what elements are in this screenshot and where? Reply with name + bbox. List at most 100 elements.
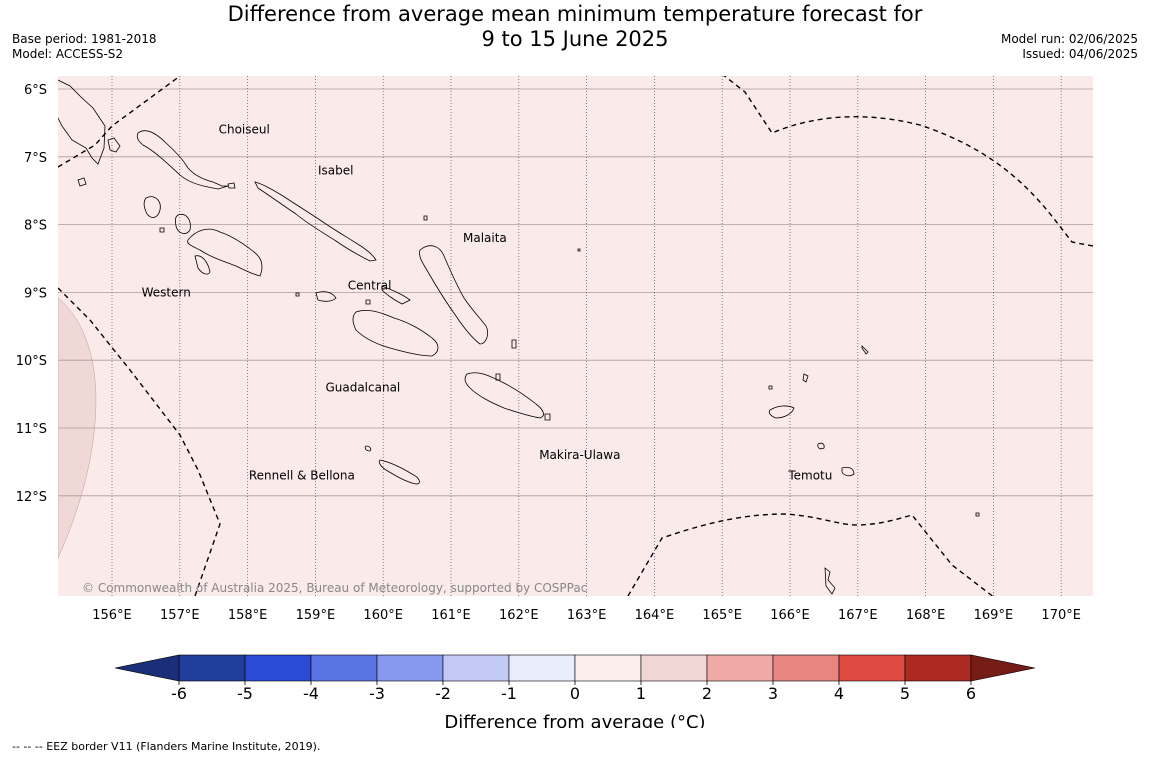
island-isabel bbox=[254, 181, 377, 262]
island-rennell bbox=[378, 459, 420, 485]
lat-label: 9°S bbox=[24, 286, 47, 301]
colorbar-tick-label: -1 bbox=[501, 684, 517, 703]
island-makira-islet bbox=[495, 373, 501, 381]
island-rendova bbox=[194, 255, 211, 275]
lon-label: 159°E bbox=[296, 608, 336, 623]
eez-legend-note: -- -- -- EEZ border V11 (Flanders Marine… bbox=[12, 740, 321, 753]
colorbar-swatch bbox=[574, 654, 642, 682]
model-run: Model run: 02/06/2025 bbox=[1000, 32, 1138, 46]
island-guadalcanal bbox=[352, 310, 439, 357]
colorbar-swatch bbox=[640, 654, 708, 682]
lon-label: 169°E bbox=[974, 608, 1014, 623]
colorbar-tick-label: 1 bbox=[636, 684, 646, 703]
lat-label: 6°S bbox=[24, 83, 47, 98]
island-ulawa bbox=[511, 339, 517, 349]
meta-right: Model run: 02/06/2025 Issued: 04/06/2025 bbox=[1001, 32, 1138, 62]
lat-label: 10°S bbox=[16, 354, 47, 369]
colorbar-ticks: -6 -5 -4 -3 -2 -1 0 1 2 3 4 5 6 bbox=[171, 681, 976, 703]
colorbar-tick-label: -5 bbox=[237, 684, 253, 703]
lon-label: 166°E bbox=[770, 608, 810, 623]
colorbar-swatch bbox=[904, 654, 972, 682]
colorbar-tick-label: 0 bbox=[570, 684, 580, 703]
colorbar-label: Difference from average (°C) bbox=[444, 712, 705, 728]
colorbar-swatch bbox=[244, 654, 312, 682]
lat-label: 7°S bbox=[24, 151, 47, 166]
lon-label: 163°E bbox=[567, 608, 607, 623]
island-sikaiana bbox=[577, 248, 581, 252]
longitude-labels: 156°E 157°E 158°E 159°E 160°E 161°E 162°E 163°E… bbox=[92, 608, 1081, 623]
lon-label: 164°E bbox=[635, 608, 675, 623]
colorbar-swatch bbox=[178, 654, 246, 682]
lon-label: 168°E bbox=[906, 608, 946, 623]
colorbar-tick-label: 4 bbox=[834, 684, 844, 703]
island-gizo bbox=[159, 227, 165, 233]
region-label: Guadalcanal bbox=[325, 380, 400, 394]
island-makira bbox=[464, 372, 544, 419]
latitude-labels: 6°S 7°S 8°S 9°S 10°S 11°S 12°S bbox=[16, 83, 47, 505]
colorbar-tick-label: -4 bbox=[303, 684, 319, 703]
map-canvas: © Commonwealth of Australia 2025, Bureau… bbox=[16, 76, 1093, 623]
island-malaita bbox=[419, 245, 488, 345]
meta-left: Base period: 1981-2018 Model: ACCESS-S2 bbox=[12, 32, 157, 62]
island-south bbox=[824, 567, 836, 595]
lon-label: 165°E bbox=[702, 608, 742, 623]
colorbar-tick-label: 3 bbox=[768, 684, 778, 703]
island-anuta bbox=[861, 345, 869, 355]
island-central-4 bbox=[365, 299, 371, 305]
lon-label: 170°E bbox=[1041, 608, 1081, 623]
region-label: Isabel bbox=[318, 163, 353, 177]
colorbar-tick-label: -2 bbox=[435, 684, 451, 703]
island-central-3 bbox=[295, 292, 300, 297]
region-label: Makira-Ulawa bbox=[539, 448, 620, 462]
colorbar-tick-label: -6 bbox=[171, 684, 187, 703]
colorbar-swatch bbox=[508, 654, 576, 682]
region-label: Central bbox=[348, 279, 392, 293]
island-santa-ana bbox=[544, 413, 551, 421]
colorbar-swatch bbox=[838, 654, 906, 682]
region-label: Western bbox=[142, 285, 191, 299]
lon-label: 162°E bbox=[499, 608, 539, 623]
island-new-georgia bbox=[187, 228, 263, 277]
island-santa-cruz-small bbox=[768, 385, 773, 390]
island-bougainville bbox=[58, 79, 106, 165]
island-vanikoro bbox=[841, 466, 855, 477]
island-kolombangara bbox=[175, 213, 191, 234]
lat-label: 12°S bbox=[16, 490, 47, 505]
lon-label: 160°E bbox=[363, 608, 403, 623]
colorbar-over-arrow bbox=[970, 654, 1036, 682]
island-bellona bbox=[364, 445, 372, 452]
island-ndeni bbox=[768, 405, 795, 419]
colorbar-swatch bbox=[310, 654, 378, 682]
colorbar-swatch bbox=[442, 654, 510, 682]
island-central-1 bbox=[315, 291, 337, 302]
lon-label: 161°E bbox=[431, 608, 471, 623]
eez-border-south bbox=[627, 513, 994, 596]
eez-border-png-north bbox=[58, 76, 181, 168]
colorbar-tick-label: 2 bbox=[702, 684, 712, 703]
island-shortland bbox=[77, 177, 87, 187]
eez-border-png-south bbox=[58, 287, 221, 596]
base-period: Base period: 1981-2018 bbox=[12, 32, 157, 46]
lat-label: 8°S bbox=[24, 219, 47, 234]
region-label: Choiseul bbox=[219, 123, 270, 137]
colorbar-tick-label: 5 bbox=[900, 684, 910, 703]
island-north-islet bbox=[423, 215, 428, 221]
colorbar-swatch bbox=[376, 654, 444, 682]
colorbar-under-arrow bbox=[114, 654, 180, 682]
island-reef-islands bbox=[802, 373, 809, 383]
island-tikopia bbox=[975, 512, 980, 517]
region-labels: Choiseul Isabel Malaita Western Central Guada… bbox=[142, 123, 833, 483]
colorbar-swatches bbox=[114, 654, 1036, 682]
island-utupua bbox=[817, 442, 825, 450]
colorbar-swatch bbox=[772, 654, 840, 682]
region-label: Temotu bbox=[787, 468, 832, 482]
title-line-2: 9 to 15 June 2025 bbox=[481, 27, 669, 51]
copyright-notice: © Commonwealth of Australia 2025, Bureau… bbox=[82, 581, 587, 595]
map-title: Difference from average mean minimum tem… bbox=[0, 2, 1150, 52]
lat-label: 11°S bbox=[16, 422, 47, 437]
lon-label: 167°E bbox=[838, 608, 878, 623]
islands bbox=[58, 79, 980, 595]
region-label: Malaita bbox=[463, 231, 507, 245]
issued-date: Issued: 04/06/2025 bbox=[1022, 47, 1138, 61]
lon-label: 158°E bbox=[228, 608, 268, 623]
